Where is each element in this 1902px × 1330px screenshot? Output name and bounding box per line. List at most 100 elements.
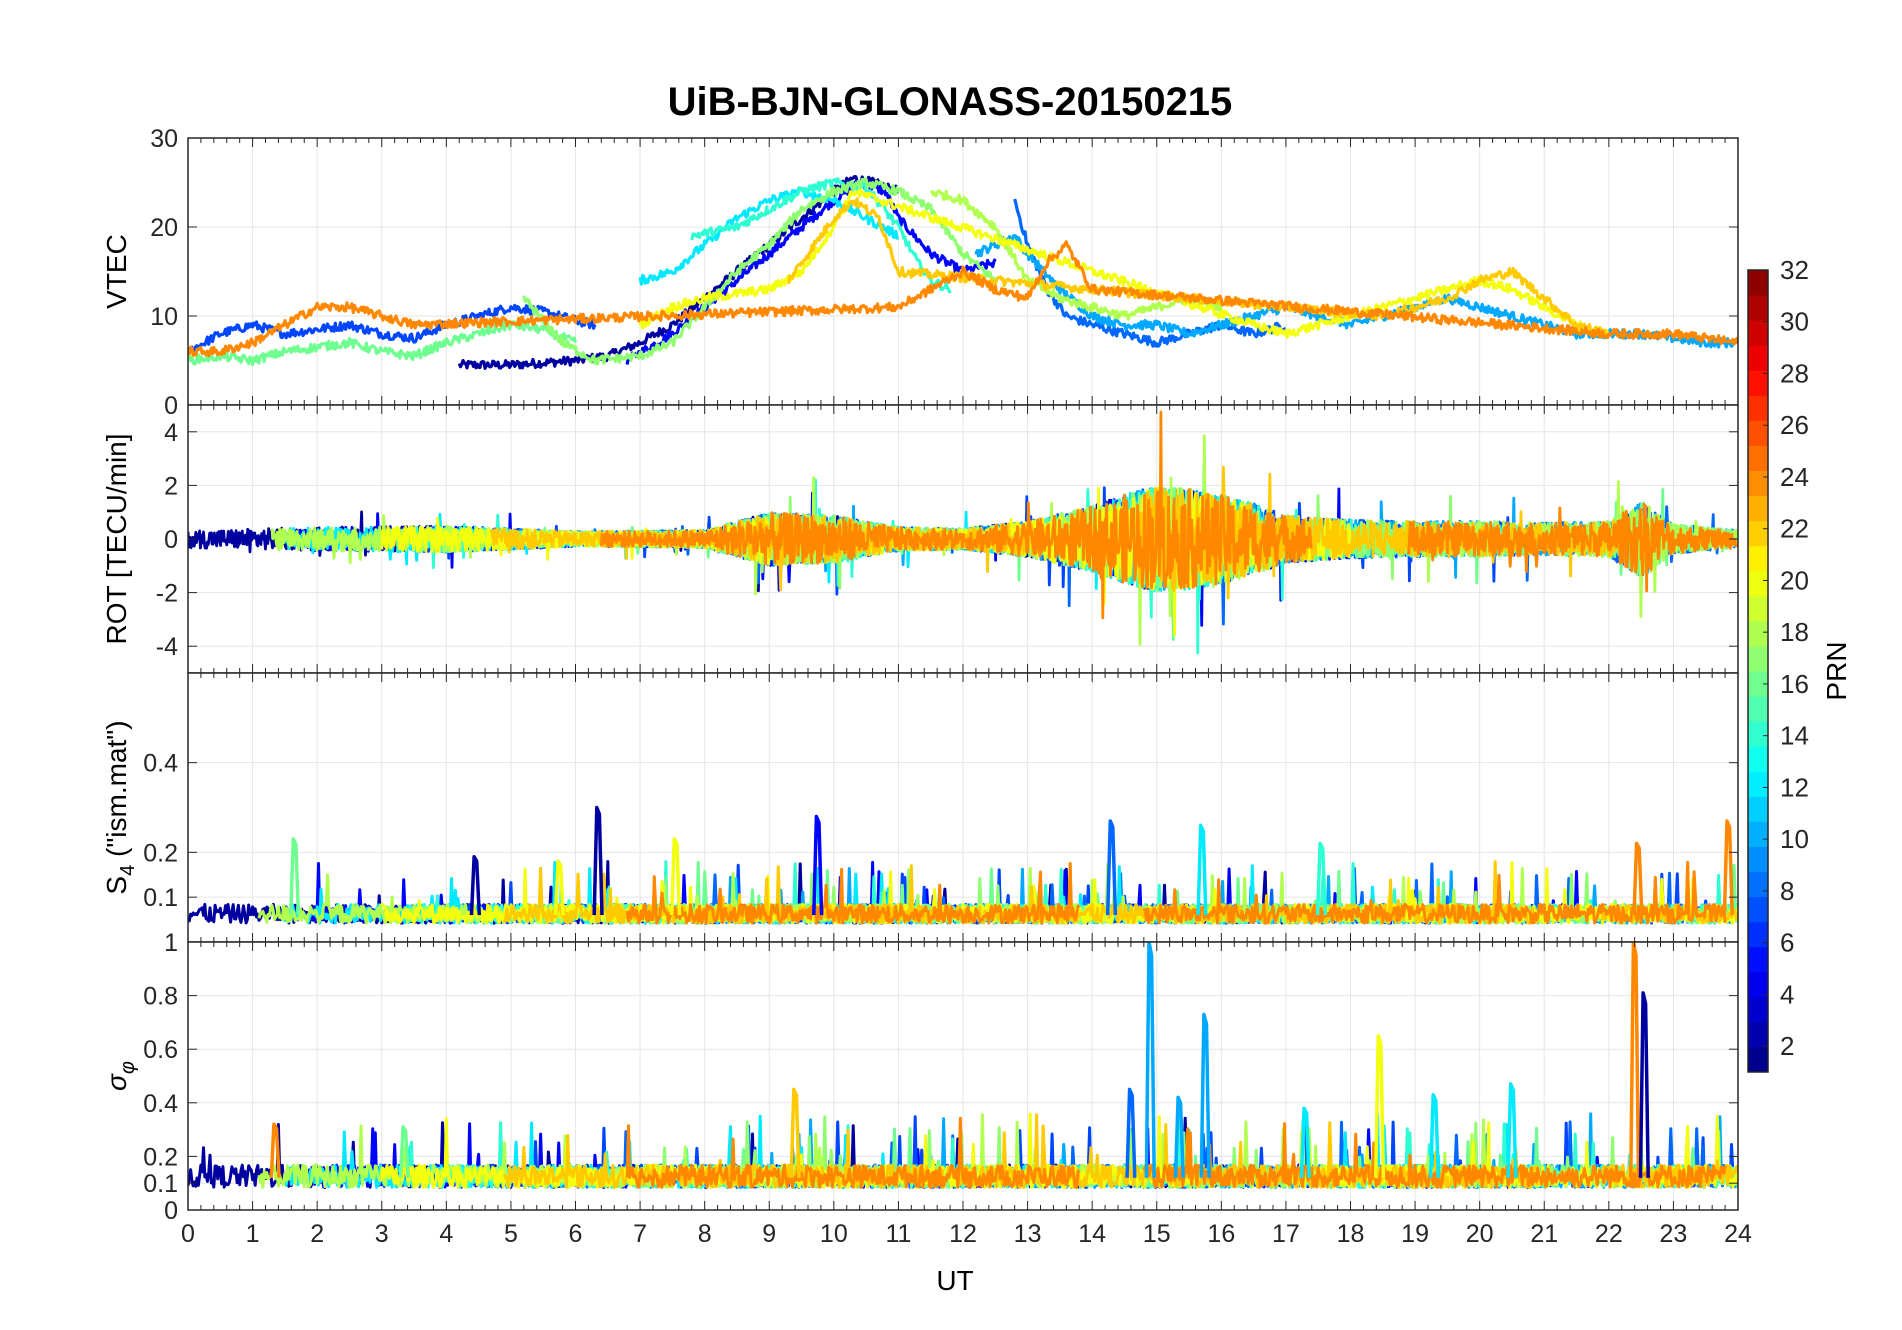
y-tick-label: 1 — [164, 929, 178, 957]
colorbar-tick-label: 16 — [1780, 669, 1809, 699]
sigma-peak-4 — [1373, 1034, 1386, 1178]
colorbar-level — [1748, 520, 1768, 547]
x-tick-label: 23 — [1660, 1220, 1688, 1248]
y-tick-label: 0.2 — [143, 1143, 178, 1171]
sigma-series-prn-24 — [625, 1116, 1081, 1189]
chart-title: UiB-BJN-GLONASS-20150215 — [668, 80, 1233, 124]
panel-s4-data — [188, 805, 1738, 925]
s4-peak-6 — [669, 837, 682, 916]
x-tick-label: 7 — [633, 1220, 647, 1248]
colorbar-level — [1748, 1046, 1768, 1073]
sigma-peak-9 — [398, 1125, 410, 1178]
panel-rot-data — [188, 410, 1738, 655]
vtec-series-prn-24 — [188, 240, 1738, 358]
s4-peak-3 — [1196, 823, 1208, 916]
colorbar-level — [1748, 921, 1768, 948]
colorbar-level — [1748, 570, 1768, 597]
colorbar-tick-label: 14 — [1780, 721, 1809, 751]
colorbar-tick-label: 10 — [1780, 824, 1809, 854]
colorbar-level — [1748, 345, 1768, 371]
x-tick-label: 2 — [310, 1220, 324, 1248]
sigma-peak-11 — [1299, 1106, 1311, 1178]
colorbar-tick-label: 8 — [1780, 876, 1794, 906]
y-tick-label: 30 — [150, 125, 178, 153]
x-tick-label: 8 — [698, 1220, 712, 1248]
x-tick-label: 0 — [181, 1220, 195, 1248]
colorbar-level — [1748, 746, 1768, 772]
x-tick-label: 24 — [1724, 1220, 1752, 1248]
panel-sigma-minor-ticks — [187, 942, 1739, 1210]
x-tick-label: 20 — [1466, 1220, 1494, 1248]
colorbar-level — [1748, 270, 1768, 296]
x-tick-label: 19 — [1401, 1220, 1429, 1248]
colorbar-level — [1748, 771, 1768, 797]
x-tick-label: 6 — [569, 1220, 583, 1248]
vtec-series-prn-14 — [690, 177, 952, 294]
y-tick-label: 4 — [164, 419, 178, 447]
x-tick-label: 3 — [375, 1220, 389, 1248]
x-tick-label: 16 — [1207, 1220, 1235, 1248]
rot-series-prn-24 — [599, 410, 1313, 620]
y-tick-label: 10 — [150, 303, 178, 331]
colorbar-level — [1748, 821, 1768, 847]
colorbar-level — [1748, 470, 1768, 497]
vtec-series-prn-12 — [638, 186, 899, 286]
colorbar-frame — [1747, 269, 1769, 1073]
colorbar-level — [1748, 996, 1768, 1023]
panel-sigma-data — [188, 942, 1738, 1189]
sigma-peak-7 — [1506, 1082, 1518, 1178]
sigma-peak-5 — [789, 1087, 801, 1178]
colorbar-tick-label: 6 — [1780, 928, 1794, 958]
colorbar-level — [1748, 871, 1768, 898]
panel-rot-minor-ticks — [187, 405, 1739, 673]
x-tick-label: 9 — [762, 1220, 776, 1248]
colorbar-tick-label: 20 — [1780, 565, 1809, 595]
colorbar-tick-label: 4 — [1780, 979, 1794, 1009]
y-axis-label-vtec: VTEC — [101, 234, 132, 309]
y-tick-label: -4 — [156, 633, 178, 661]
x-tick-label: 1 — [246, 1220, 260, 1248]
x-tick-label: 17 — [1272, 1220, 1300, 1248]
colorbar-level — [1748, 846, 1768, 872]
colorbar-level — [1748, 971, 1768, 998]
y-tick-label: -2 — [156, 580, 178, 608]
colorbar-tick-label: 22 — [1780, 514, 1809, 544]
x-tick-label: 4 — [439, 1220, 453, 1248]
colorbar-tick-label: 2 — [1780, 1031, 1794, 1061]
colorbar-level — [1748, 896, 1768, 923]
sigma-peak-6 — [1125, 1087, 1137, 1178]
s4-peak-5 — [288, 837, 301, 916]
colorbar-tick-label: 30 — [1780, 307, 1809, 337]
y-axis-label-rot: ROT [TECU/min] — [101, 433, 132, 644]
s4-peak-1 — [812, 814, 824, 916]
y-tick-label: 20 — [150, 214, 178, 242]
y-tick-label: 0.1 — [143, 1170, 178, 1198]
colorbar-level — [1748, 620, 1768, 647]
x-tick-label: 12 — [949, 1220, 977, 1248]
y-label-part: ("ism.mat") — [101, 720, 132, 864]
colorbar-level — [1748, 295, 1768, 321]
s4-peak-2 — [1105, 819, 1118, 916]
y-label-part: S — [101, 876, 132, 895]
y-label-part: 4 — [117, 865, 139, 876]
x-tick-label: 13 — [1014, 1220, 1042, 1248]
colorbar-level — [1748, 696, 1768, 722]
colorbar-level — [1748, 495, 1768, 522]
sigma-series-prn-24 — [1142, 1122, 1727, 1189]
colorbar-tick-label: 26 — [1780, 410, 1809, 440]
colorbar-level — [1748, 946, 1768, 973]
vtec-series-prn-20 — [638, 188, 1610, 339]
sigma-peak-0 — [1144, 942, 1156, 1178]
y-tick-label: 0.2 — [143, 839, 178, 867]
vtec-series-prn-8 — [1013, 198, 1287, 348]
x-tick-labels: 0 1 2 3 4 5 6 7 8 9 10 11 12 13 14 15 16 17 18 19 20 21 22 23 24 — [181, 1220, 1752, 1248]
colorbar-tick-label: 12 — [1780, 772, 1809, 802]
vtec-series-prn-10 — [974, 234, 1738, 349]
y-label-part: φ — [117, 1061, 139, 1074]
y-tick-label: 0.8 — [143, 983, 178, 1011]
vtec-series-prn-7 — [188, 303, 597, 355]
s4-peak-9 — [553, 859, 565, 916]
colorbar-level — [1748, 370, 1768, 396]
